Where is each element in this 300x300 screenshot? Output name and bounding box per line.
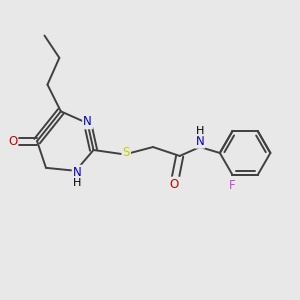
Text: N: N bbox=[83, 115, 92, 128]
Text: N: N bbox=[196, 135, 204, 148]
Text: N: N bbox=[73, 166, 82, 179]
Text: H: H bbox=[73, 178, 81, 188]
Text: S: S bbox=[122, 146, 130, 160]
Text: F: F bbox=[229, 179, 236, 192]
Text: O: O bbox=[8, 135, 17, 148]
Text: H: H bbox=[196, 126, 204, 136]
Text: O: O bbox=[170, 178, 179, 191]
